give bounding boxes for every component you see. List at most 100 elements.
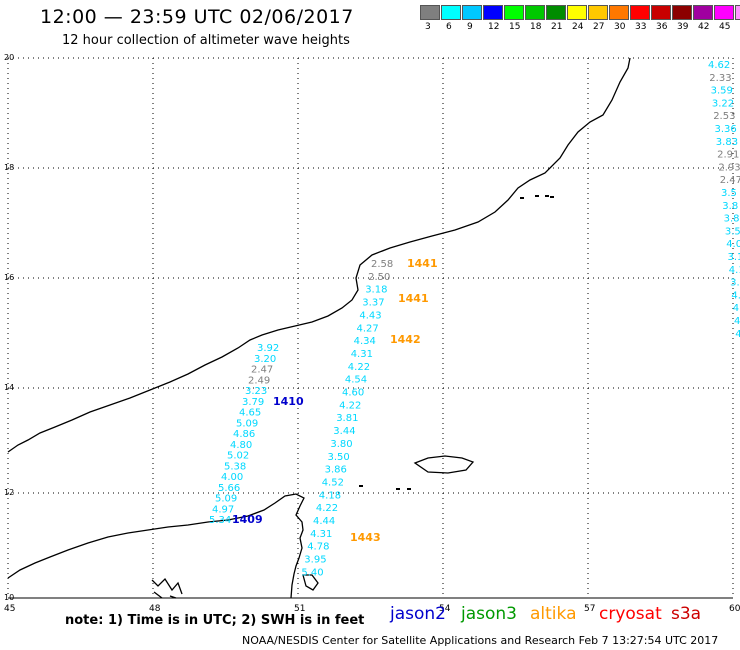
swh-value-right-track: 4.: [731, 290, 740, 301]
legend-swatch: [525, 5, 545, 20]
pass-number-label: 1441: [407, 257, 438, 270]
swh-value-right-track: 2.33: [709, 73, 731, 84]
swh-value-right-track: 3.5: [725, 226, 740, 237]
legend-swatch: [441, 5, 461, 20]
legend-label: 24: [572, 22, 584, 32]
legend-swatch: [651, 5, 671, 20]
swh-value-middle-track: 4.22: [348, 362, 370, 373]
swh-value-middle-track: 4.27: [357, 323, 379, 334]
swh-value-right-track: 4.0: [726, 239, 740, 250]
swh-value-middle-track: 4.43: [359, 310, 381, 321]
somalia-coastline: [7, 493, 305, 599]
pass-number-label: 1442: [390, 333, 421, 346]
legend-label: 30: [614, 22, 626, 32]
legend-label: 18: [530, 22, 542, 32]
swh-value-right-track: 4.: [734, 316, 740, 327]
swh-value-middle-track: 4.60: [342, 388, 364, 399]
swh-value-right-track: 4.62: [708, 60, 730, 71]
swh-value-right-track: 3.5: [721, 188, 737, 199]
legend-swatch: [420, 5, 440, 20]
legend-label: 21: [551, 22, 563, 32]
islet: [396, 488, 400, 490]
cape-coastline: [151, 577, 183, 599]
swh-value-right-track: 3.8: [724, 214, 740, 225]
swh-value-left-track: 3.79: [242, 397, 264, 408]
swh-value-left-track: 2.47: [251, 365, 273, 376]
page-subtitle: 12 hour collection of altimeter wave hei…: [62, 33, 350, 48]
swh-value-right-track: 3.36: [715, 124, 737, 135]
islet: [545, 195, 549, 197]
swh-value-right-track: 3.8: [722, 201, 738, 212]
swh-value-middle-track: 3.44: [333, 426, 355, 437]
swh-value-left-track: 5.38: [224, 461, 246, 472]
swh-value-left-track: 5.09: [236, 418, 258, 429]
legend-swatch: [588, 5, 608, 20]
lat-label: 12: [4, 488, 14, 497]
legend-label: 15: [509, 22, 521, 32]
islet: [359, 485, 363, 487]
pass-number-label: 1409: [232, 513, 263, 526]
satellite-label-jason3: jason3: [461, 604, 517, 624]
color-legend-labels: 36912151821242730333639424570(ft): [420, 22, 740, 34]
legend-label: 36: [656, 22, 668, 32]
islet: [407, 488, 411, 490]
swh-value-right-track: 4.1: [729, 265, 740, 276]
satellite-label-cryosat: cryosat: [599, 604, 662, 624]
swh-value-left-track: 4.80: [230, 440, 252, 451]
lat-label: 18: [4, 163, 14, 172]
pass-number-label: 1410: [273, 395, 304, 408]
swh-value-right-track: 3.22: [712, 98, 734, 109]
islet: [550, 196, 554, 198]
lon-label: 45: [4, 604, 15, 614]
swh-value-left-track: 4.00: [221, 472, 243, 483]
legend-label: 3: [425, 22, 431, 32]
legend-swatch: [693, 5, 713, 20]
note-text: note: 1) Time is in UTC; 2) SWH is in fe…: [65, 613, 365, 628]
lat-label: 10: [4, 593, 14, 602]
lon-label: 54: [439, 604, 451, 614]
swh-value-left-track: 4.65: [239, 408, 261, 419]
lon-label: 51: [294, 604, 305, 614]
swh-value-middle-track: 3.50: [328, 452, 350, 463]
swh-value-middle-track: 3.81: [336, 413, 358, 424]
swh-value-middle-track: 4.54: [345, 375, 367, 386]
swh-value-right-track: 4: [735, 329, 740, 340]
pass-number-label: 1443: [350, 531, 381, 544]
legend-label: 9: [467, 22, 473, 32]
swh-value-middle-track: 3.86: [325, 465, 347, 476]
legend-swatch: [609, 5, 629, 20]
coastline: [7, 57, 631, 599]
socotra-island: [413, 455, 475, 474]
swh-value-left-track: 3.92: [257, 343, 279, 354]
swh-value-left-track: 5.66: [218, 483, 240, 494]
swh-value-left-track: 5.09: [215, 494, 237, 505]
lon-label: 60: [729, 604, 740, 614]
swh-value-right-track: 2.47: [720, 175, 740, 186]
legend-label: 6: [446, 22, 452, 32]
pass-labels: 1441 1441 1442 1410 1409 1443: [232, 257, 438, 544]
swh-value-middle-track: 4.31: [310, 529, 332, 540]
swh-value-middle-track: 4.78: [307, 542, 329, 553]
swh-value-middle-track: 5.40: [301, 567, 323, 578]
coastal-island: [302, 574, 319, 591]
swh-value-left-track: 3.23: [245, 386, 267, 397]
swh-value-left-track: 5.02: [227, 451, 249, 462]
swh-value-middle-track: 4.22: [339, 400, 361, 411]
swh-value-right-track: 3.83: [716, 137, 738, 148]
swh-value-middle-track: 3.18: [365, 285, 387, 296]
legend-label: 39: [677, 22, 689, 32]
swh-value-middle-track: 3.80: [330, 439, 352, 450]
legend-label: 45: [719, 22, 731, 32]
swh-value-right-track: 2.91: [717, 150, 739, 161]
swh-value-left-track: 5.34: [209, 515, 231, 526]
swh-value-middle-track: 3.37: [362, 298, 384, 309]
satellite-label-altika: altika: [530, 604, 577, 624]
legend-label: 42: [698, 22, 710, 32]
legend-swatch: [735, 5, 740, 20]
swh-value-middle-track: 3.95: [304, 555, 326, 566]
page-title: 12:00 — 23:59 UTC 02/06/2017: [40, 6, 354, 28]
lat-lon-grid: [7, 57, 734, 599]
swh-value-right-track: 3.1: [728, 252, 740, 263]
legend-label: 33: [635, 22, 647, 32]
